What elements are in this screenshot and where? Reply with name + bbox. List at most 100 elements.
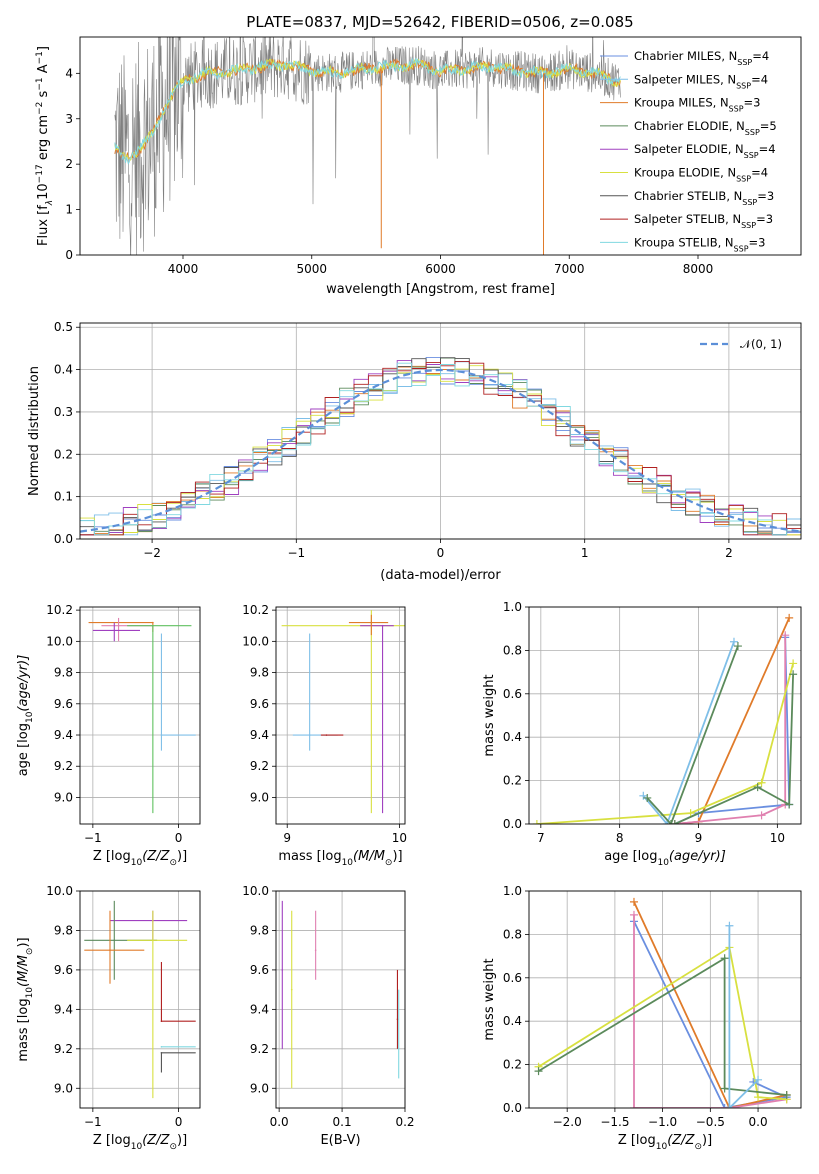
series-marker [662,820,671,824]
y-tick-label: 10.0 [46,884,73,898]
x-axis-label: (data-model)/error [380,568,501,583]
residuals-panel: −2 −1 0 1 2 0.0 0.1 0.2 0.3 0.4 0.5 (data-model)/er… [27,320,802,583]
legend-entry: Kroupa STELIB, NSSP=3 [634,235,765,253]
label-part: (age/yr)] [669,849,726,864]
series-line [642,641,735,824]
label-part: SSP [744,151,759,160]
label-part: =4 [759,142,776,156]
label-part: SSP [729,104,744,113]
label-part: 10 [342,858,354,868]
x-axis-label: Z [log10(Z/Z⊙)] [93,1133,187,1152]
series-line [633,914,787,1108]
series-marker [785,800,794,809]
x-tick-label: −2.0 [553,1115,582,1129]
y-tick-label: 10.2 [46,603,73,617]
legend-entry: 𝒩(0, 1) [740,337,782,351]
data-point [281,969,284,971]
mass_vs_Z-panel: −1 09.09.29.49.69.810.0Z [log10(Z/Z⊙)]mas… [16,884,201,1152]
data-point [314,949,317,951]
gaussian-reference-line [80,368,801,533]
series-marker [785,613,794,622]
y-tick-label: 1.0 [503,600,522,614]
age_vs_Z-panel: −1 09.09.29.49.69.810.010.2Z [log10(Z/Z⊙)… [16,603,201,868]
label-part: 10 [131,858,143,868]
label-part: 10 [36,183,51,200]
label-part: =4 [751,72,768,86]
data-point [160,1046,163,1048]
label-part: s [36,90,51,101]
data-point [290,988,293,991]
series-marker [725,921,734,930]
x-tick-label: 8000 [683,262,714,276]
y-tick-label: 0.0 [503,817,522,831]
legend-entry: Chabrier MILES, NSSP=4 [634,49,769,67]
label-part: ⊙ [25,948,35,956]
x-axis-label: age [log10(age/yr)] [604,849,726,868]
y-axis-label: Flux [fλ10−17 erg cm−2 s−1 A−1] [35,46,55,246]
label-part: (Z/Z [142,849,170,864]
label-part: SSP [741,221,756,230]
y-tick-label: 9.4 [54,1002,73,1016]
mass_vs_Z-plot-area [84,900,196,1099]
weight_vs_age-plot-area [532,613,798,824]
label-part: )] [392,849,402,864]
label-part: SSP [736,174,751,183]
label-part: ⊙ [169,858,177,868]
residuals-plot-area [80,356,801,536]
data-point [152,621,154,624]
label-part: 10 [25,987,35,999]
series-marker [753,783,762,792]
y-tick-label: 10.2 [242,603,269,617]
label-part: Salpeter ELODIE, N [634,142,744,156]
data-point [117,624,120,627]
age_vs_Z-plot-area [88,617,196,814]
x-tick-label: 4000 [168,262,199,276]
label-part: SSP [737,58,752,67]
x-axis-label: Z [log10(Z/Z⊙)] [93,849,187,868]
y-tick-label: 10.0 [242,884,269,898]
label-part: SSP [745,127,760,136]
series-line [633,901,787,1108]
label-part: SSP [736,81,751,90]
x-tick-label: 8 [616,831,624,845]
data-point [152,624,154,627]
data-point [370,621,373,624]
y-axis-label: age [log10(age/yr)] [16,655,35,777]
y-tick-label: 9.2 [54,1042,73,1056]
label-part: )] [177,1133,187,1148]
y-tick-label: 9.4 [250,1002,269,1016]
data-point [113,629,116,632]
x-tick-label: 6000 [425,262,456,276]
x-tick-label: −1 [287,546,305,560]
x-tick-label: 0.0 [749,1115,768,1129]
x-tick-label: 7 [537,831,545,845]
series-line [728,925,759,1108]
y-tick-label: 0.4 [54,363,73,377]
label-part: Kroupa STELIB, N [634,235,734,249]
y-tick-label: 9.8 [54,923,73,937]
label-part: ] [36,46,51,51]
series-marker [534,1067,543,1076]
x-tick-label: −1.5 [600,1115,629,1129]
label-part: age [log [604,849,657,864]
axes-frame [79,890,201,1109]
series-marker [754,1093,763,1102]
label-part: SSP [742,197,757,206]
x-tick-label: 0 [175,1115,183,1129]
y-tick-label: 9.0 [54,790,73,804]
series-marker [629,897,638,906]
legend-entry: Salpeter ELODIE, NSSP=4 [634,142,776,160]
data-point [396,1018,399,1021]
series-line [536,663,794,824]
label-part: −1 [35,77,45,90]
x-tick-label: −1 [84,831,102,845]
series-marker [782,1090,791,1099]
series-marker [757,811,766,820]
series-marker [629,910,638,919]
x-tick-label: −1 [84,1115,102,1129]
y-tick-label: 0.2 [54,447,73,461]
series-marker [532,820,541,824]
label-part: mass weight [482,958,497,1040]
y-tick-label: 0.0 [54,532,73,546]
